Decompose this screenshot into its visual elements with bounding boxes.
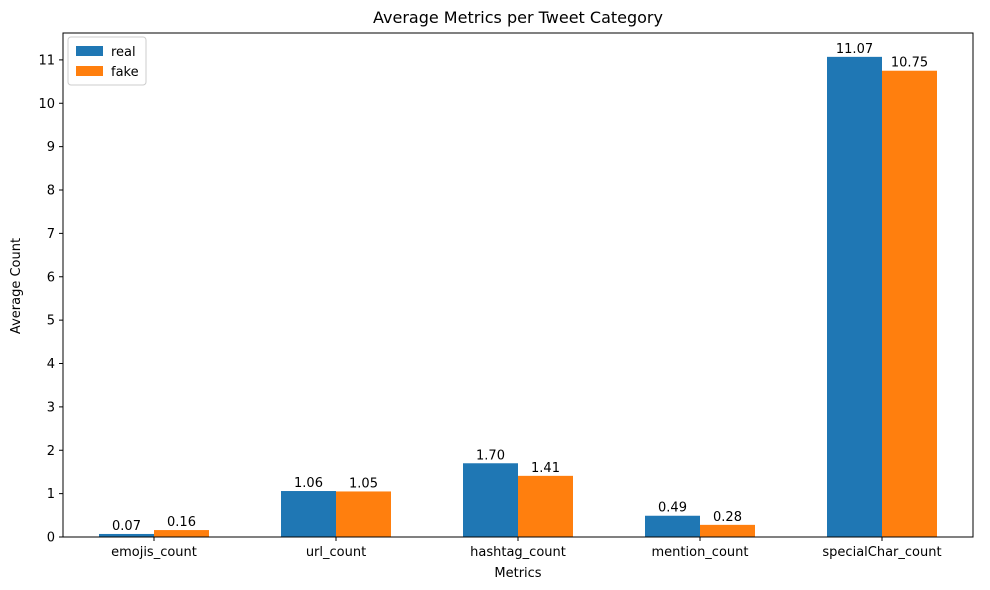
legend-swatch-real (76, 46, 103, 56)
bar-fake-mention_count (700, 524, 755, 537)
y-tick-label-10: 10 (38, 97, 55, 112)
data-label-fake-url_count: 1.05 (349, 476, 378, 491)
bar-fake-hashtag_count (518, 475, 573, 537)
legend-label-real: real (111, 45, 136, 60)
x-tick-label-specialChar_count: specialChar_count (822, 545, 941, 560)
bar-fake-url_count (336, 491, 391, 537)
data-label-real-url_count: 1.06 (294, 476, 323, 491)
y-tick-label-7: 7 (47, 227, 55, 242)
y-axis-title: Average Count (9, 238, 24, 334)
x-tick-label-url_count: url_count (306, 545, 366, 560)
data-label-real-hashtag_count: 1.70 (476, 448, 505, 463)
data-label-fake-hashtag_count: 1.41 (531, 461, 560, 476)
legend-swatch-fake (76, 66, 103, 76)
chart-title: Average Metrics per Tweet Category (373, 8, 663, 27)
bar-real-url_count (281, 491, 336, 537)
data-label-fake-specialChar_count: 10.75 (891, 56, 928, 71)
bar-real-emojis_count (99, 533, 154, 537)
bar-fake-emojis_count (154, 530, 209, 537)
y-tick-label-3: 3 (47, 400, 55, 415)
y-tick-label-8: 8 (47, 184, 55, 199)
legend-label-fake: fake (111, 65, 139, 80)
x-tick-label-emojis_count: emojis_count (111, 545, 197, 560)
y-tick-label-5: 5 (47, 314, 55, 329)
x-tick-label-mention_count: mention_count (652, 545, 749, 560)
x-tick-label-hashtag_count: hashtag_count (470, 545, 566, 560)
y-tick-label-11: 11 (38, 53, 55, 68)
data-label-real-specialChar_count: 11.07 (836, 42, 873, 57)
y-tick-label-1: 1 (47, 487, 55, 502)
bar-real-hashtag_count (463, 463, 518, 537)
bar-real-mention_count (645, 515, 700, 537)
data-label-real-mention_count: 0.49 (658, 501, 687, 516)
y-tick-label-6: 6 (47, 270, 55, 285)
y-tick-label-4: 4 (47, 357, 55, 372)
plot-area: 0.07 1.06 1.70 0.49 11.07 0.16 1.05 1.41 0.28 10.… (38, 32, 974, 560)
y-tick-label-9: 9 (47, 140, 55, 155)
x-axis-title: Metrics (494, 566, 541, 581)
y-tick-label-0: 0 (47, 531, 55, 546)
data-label-fake-emojis_count: 0.16 (167, 515, 196, 530)
bar-real-specialChar_count (827, 56, 882, 538)
y-tick-label-2: 2 (47, 444, 55, 459)
data-label-fake-mention_count: 0.28 (713, 510, 742, 525)
bar-fake-specialChar_count (882, 70, 937, 538)
data-label-real-emojis_count: 0.07 (112, 519, 141, 534)
